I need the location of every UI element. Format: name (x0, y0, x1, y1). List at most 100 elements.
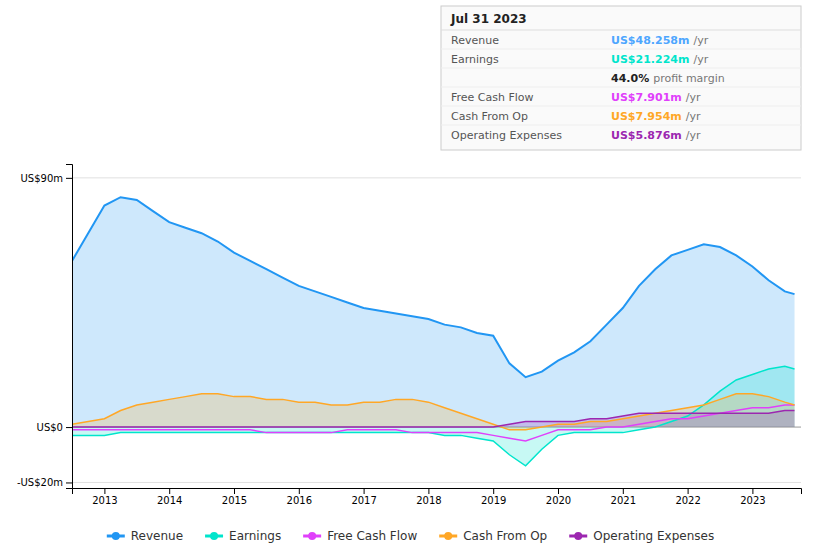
tick-label: 2013 (92, 495, 117, 506)
legend-marker (574, 532, 582, 540)
tick: 2014 (157, 488, 182, 506)
axis-line (66, 165, 73, 489)
tick-label: 2017 (351, 495, 376, 506)
axis-line (73, 489, 802, 495)
info-divider (441, 87, 801, 88)
tick: 2022 (675, 488, 700, 506)
tick: 2020 (546, 488, 571, 506)
tick-mark (688, 488, 689, 494)
tick-label: 2022 (675, 495, 700, 506)
tick-mark (428, 488, 429, 494)
info-divider (441, 106, 801, 107)
legend-marker (308, 532, 316, 540)
info-box: Jul 31 2023RevenueUS$48.258m/yrEarningsU… (441, 6, 801, 150)
tick-mark (66, 427, 72, 428)
info-suffix: /yr (693, 34, 708, 47)
tick-mark (752, 488, 753, 494)
grid-line (72, 482, 801, 483)
info-divider (441, 68, 801, 69)
tick: 2019 (481, 488, 506, 506)
tick-label: 2014 (157, 495, 182, 506)
tick-mark (299, 488, 300, 494)
x-axis: 2013 2014 2015 2016 2017 2018 2019 2020 2021 2022… (73, 488, 802, 506)
legend-item: Earnings (205, 529, 281, 543)
legend-label: Free Cash Flow (327, 529, 417, 543)
grid (72, 178, 801, 483)
tick-label: -US$20m (17, 477, 63, 488)
tick-mark (104, 488, 105, 494)
tick: 2018 (416, 488, 441, 506)
tick: 2021 (611, 488, 636, 506)
info-title: Jul 31 2023 (450, 12, 527, 26)
info-box-frame (441, 6, 801, 150)
tick-label: 2019 (481, 495, 506, 506)
tick-mark (66, 178, 72, 179)
tick-label: 2021 (611, 495, 636, 506)
tick-mark (493, 488, 494, 494)
tick-label: 2023 (740, 495, 765, 506)
legend-item: Operating Expenses (569, 529, 714, 543)
grid-line (72, 177, 801, 178)
tick: US$90m (21, 173, 73, 184)
tick-label: 2015 (222, 495, 247, 506)
tick-mark (169, 488, 170, 494)
info-value: US$5.876m (611, 129, 682, 142)
series-line (72, 197, 795, 377)
info-value: US$7.954m (611, 110, 682, 123)
info-value: US$7.901m (611, 91, 682, 104)
legend-label: Revenue (131, 529, 183, 543)
info-value: 44.0% (611, 72, 649, 85)
tick-mark (558, 488, 559, 494)
info-suffix: /yr (686, 129, 701, 142)
info-divider (441, 125, 801, 126)
tick-mark (234, 488, 235, 494)
series-line (72, 405, 795, 441)
info-label: Operating Expenses (451, 129, 562, 142)
info-value: US$21.224m (611, 53, 689, 66)
tick-label: US$90m (21, 173, 64, 184)
tick: 2017 (351, 488, 376, 506)
tick-label: 2020 (546, 495, 571, 506)
info-suffix: /yr (686, 110, 701, 123)
series-line (72, 366, 795, 466)
legend-item: Revenue (107, 529, 183, 543)
info-divider (441, 49, 801, 50)
plot-area (72, 197, 795, 466)
info-label: Cash From Op (451, 110, 528, 123)
tick: 2015 (222, 488, 247, 506)
series-area (72, 366, 795, 466)
series-area (72, 394, 795, 430)
tick-mark (364, 488, 365, 494)
legend-label: Earnings (229, 529, 281, 543)
tick: 2016 (287, 488, 312, 506)
legend: Revenue Earnings Free Cash Flow Cash From O… (107, 529, 714, 543)
legend-marker (210, 532, 218, 540)
legend-label: Operating Expenses (593, 529, 714, 543)
info-divider (441, 30, 801, 31)
tick: 2013 (92, 488, 117, 506)
info-suffix: /yr (686, 91, 701, 104)
legend-item: Cash From Op (439, 529, 547, 543)
tick: US$0 (37, 422, 72, 433)
tick: 2023 (740, 488, 765, 506)
info-suffix: /yr (693, 53, 708, 66)
legend-item: Free Cash Flow (303, 529, 417, 543)
tick-label: 2016 (287, 495, 312, 506)
tick-label: 2018 (416, 495, 441, 506)
info-label: Revenue (451, 34, 499, 47)
info-value: US$48.258m (611, 34, 689, 47)
tick-label: US$0 (37, 422, 63, 433)
y-axis: US$90m US$0 -US$20m (17, 165, 73, 489)
legend-label: Cash From Op (463, 529, 547, 543)
legend-marker (444, 532, 452, 540)
tick: -US$20m (17, 477, 72, 488)
tick-mark (623, 488, 624, 494)
info-suffix: profit margin (653, 72, 725, 85)
info-label: Free Cash Flow (451, 91, 534, 104)
series-area (72, 197, 795, 427)
tick-mark (66, 482, 72, 483)
series-line (72, 394, 795, 430)
chart-svg: 2013 2014 2015 2016 2017 2018 2019 2020 2021 2022… (0, 0, 821, 560)
legend-marker (112, 532, 120, 540)
series-line (72, 410, 795, 427)
